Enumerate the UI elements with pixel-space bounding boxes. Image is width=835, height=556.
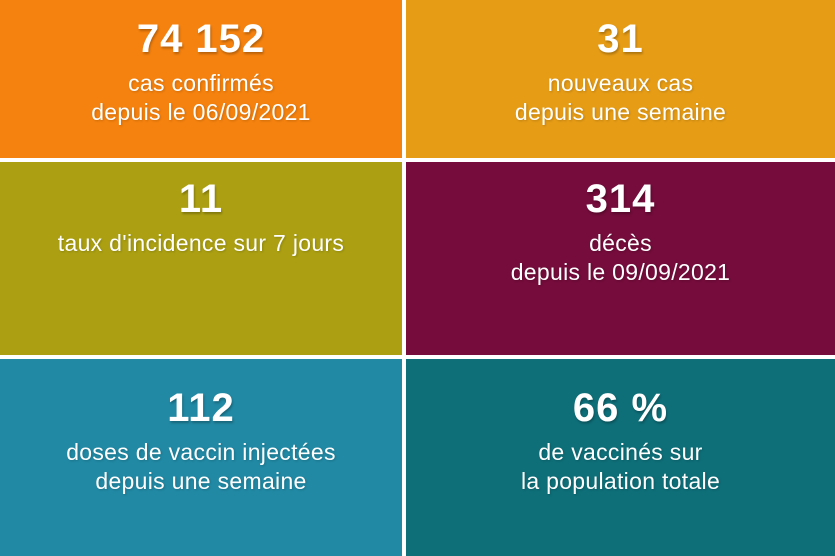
stat-label-line: décès — [589, 230, 652, 256]
stat-value: 314 — [585, 177, 656, 221]
stat-value: 112 — [167, 386, 235, 430]
stat-label-line: depuis le 06/09/2021 — [91, 99, 311, 125]
stat-label-line: la population totale — [520, 468, 721, 494]
stat-label-line: nouveaux cas — [547, 70, 694, 96]
stat-label-line: depuis une semaine — [95, 468, 307, 494]
stat-label-line: depuis une semaine — [514, 99, 727, 125]
stat-value: 11 — [178, 177, 224, 221]
stat-label-line: cas confirmés — [128, 70, 274, 96]
stat-incidence-rate: 11 taux d'incidence sur 7 jours — [0, 162, 402, 355]
stat-vaccine-doses: 112 doses de vaccin injectées depuis une… — [0, 359, 402, 556]
stat-value: 74 152 — [136, 17, 266, 61]
stat-confirmed-cases: 74 152 cas confirmés depuis le 06/09/202… — [0, 0, 402, 158]
stat-deaths: 314 décès depuis le 09/09/2021 — [406, 162, 835, 355]
stat-value: 31 — [597, 17, 644, 61]
stat-label-line: doses de vaccin injectées — [66, 439, 336, 465]
stat-vaccinated-percent: 66 % de vaccinés sur la population total… — [406, 359, 835, 556]
stat-new-cases: 31 nouveaux cas depuis une semaine — [406, 0, 835, 158]
stat-label-line: de vaccinés sur — [538, 439, 703, 465]
stat-value: 66 % — [572, 386, 669, 430]
stat-label-line: taux d'incidence sur 7 jours — [57, 230, 345, 256]
stat-label-line: depuis le 09/09/2021 — [510, 259, 731, 285]
